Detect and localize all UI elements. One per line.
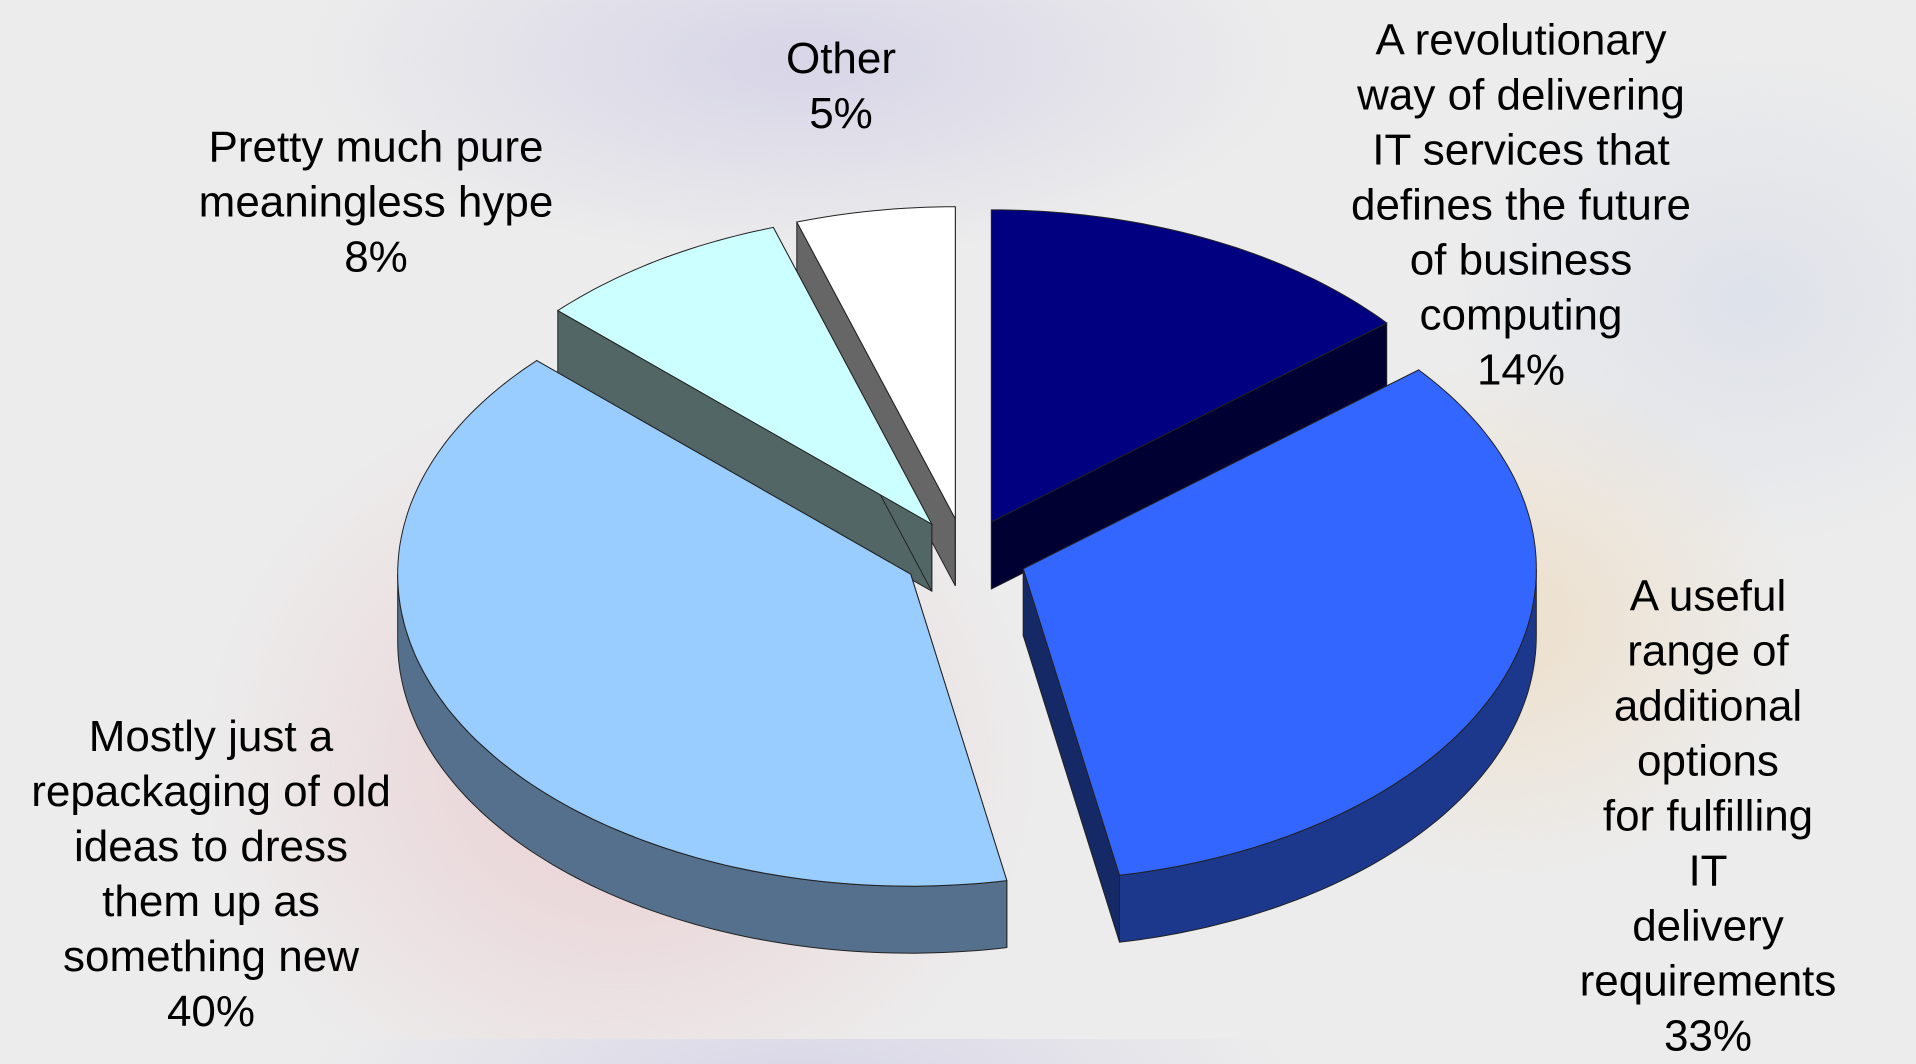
slice-label: A revolutionary way of delivering IT ser… [1351, 13, 1691, 398]
value-label: 40% [166, 987, 256, 1036]
slice [990, 209, 1388, 523]
category-name: Mostly just a repackaging of old ideas t… [31, 712, 391, 981]
slice-label: A useful range of additional options for… [1580, 569, 1837, 1064]
slice-label: Pretty much pure meaningless hype 8% [199, 120, 554, 285]
category-name: A revolutionary way of delivering IT ser… [1350, 15, 1692, 340]
category-name: Pretty much pure meaningless hype [198, 122, 554, 227]
slice [1022, 369, 1537, 876]
slice [796, 206, 956, 520]
category-name: Other [785, 34, 897, 83]
value-label: 5% [809, 89, 873, 138]
category-name: A useful range of additional options for… [1579, 571, 1837, 1006]
slice-label: Mostly just a repackaging of old ideas t… [31, 709, 391, 1039]
slice-label: Other 5% [786, 31, 896, 141]
slice [397, 360, 1008, 887]
slice [556, 226, 934, 526]
value-label: 33% [1663, 1011, 1753, 1061]
value-label: 14% [1476, 345, 1566, 395]
chart [397, 206, 1537, 954]
value-label: 8% [344, 232, 408, 282]
